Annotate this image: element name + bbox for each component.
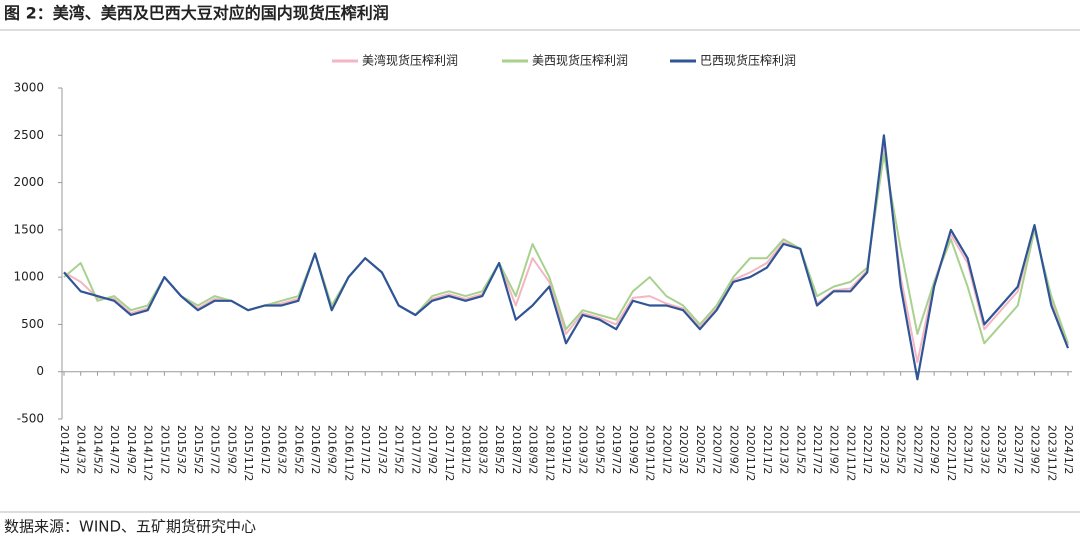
- x-tick-label: 2017/1/2: [359, 425, 372, 474]
- x-tick-label: 2019/5/2: [593, 425, 606, 474]
- x-tick-label: 2015/11/2: [242, 425, 255, 481]
- x-tick-label: 2022/11/2: [945, 425, 958, 481]
- x-tick-label: 2016/5/2: [292, 425, 305, 474]
- y-tick-label: 3000: [13, 81, 44, 95]
- x-tick-label: 2016/9/2: [326, 425, 339, 474]
- x-tick-label: 2021/9/2: [828, 425, 841, 474]
- x-tick-label: 2020/5/2: [694, 425, 707, 474]
- x-tick-label: 2020/11/2: [744, 425, 757, 481]
- x-tick-label: 2020/1/2: [660, 425, 673, 474]
- x-tick-label: 2020/7/2: [711, 425, 724, 474]
- x-tick-label: 2014/5/2: [91, 425, 104, 474]
- x-tick-label: 2014/7/2: [108, 425, 121, 474]
- x-tick-label: 2014/9/2: [125, 425, 138, 474]
- x-tick-label: 2019/3/2: [577, 425, 590, 474]
- x-tick-label: 2018/3/2: [476, 425, 489, 474]
- y-tick-label: 1000: [13, 270, 44, 284]
- series-line: [63, 153, 1069, 345]
- y-tick-label: 1500: [13, 222, 44, 236]
- x-tick-label: 2022/5/2: [895, 425, 908, 474]
- x-tick-label: 2022/7/2: [911, 425, 924, 474]
- x-tick-label: 2016/11/2: [342, 425, 355, 481]
- x-tick-label: 2023/5/2: [995, 425, 1008, 474]
- x-tick-label: 2021/7/2: [811, 425, 824, 474]
- x-tick-label: 2014/11/2: [142, 425, 155, 481]
- legend-label: 巴西现货压榨利润: [700, 53, 796, 68]
- source: 数据来源：WIND、五矿期货研究中心: [4, 518, 256, 536]
- series-line: [63, 134, 1070, 381]
- y-tick-label: 500: [21, 317, 44, 331]
- x-tick-label: 2022/3/2: [878, 425, 891, 474]
- x-tick-label: 2015/3/2: [175, 425, 188, 474]
- x-tick-label: 2022/9/2: [928, 425, 941, 474]
- y-tick-label: 2000: [13, 175, 44, 189]
- y-tick-label: 2500: [13, 128, 44, 142]
- x-tick-label: 2021/5/2: [794, 425, 807, 474]
- legend-label: 美湾现货压榨利润: [362, 53, 458, 68]
- x-tick-label: 2015/9/2: [225, 425, 238, 474]
- x-tick-label: 2019/11/2: [644, 425, 657, 481]
- x-tick-label: 2023/11/2: [1045, 425, 1058, 481]
- legend-label: 美西现货压榨利润: [532, 53, 628, 68]
- x-tick-label: 2017/7/2: [409, 425, 422, 474]
- x-tick-label: 2019/1/2: [560, 425, 573, 474]
- x-tick-label: 2018/1/2: [460, 425, 473, 474]
- x-tick-label: 2016/7/2: [309, 425, 322, 474]
- x-tick-label: 2023/7/2: [1012, 425, 1025, 474]
- x-tick-label: 2023/3/2: [978, 425, 991, 474]
- x-tick-label: 2020/9/2: [727, 425, 740, 474]
- x-tick-label: 2017/9/2: [426, 425, 439, 474]
- y-tick-label: -500: [17, 412, 44, 426]
- x-tick-label: 2020/3/2: [677, 425, 690, 474]
- x-tick-label: 2015/5/2: [192, 425, 205, 474]
- x-tick-label: 2023/1/2: [962, 425, 975, 474]
- x-tick-label: 2018/5/2: [493, 425, 506, 474]
- x-tick-label: 2021/3/2: [778, 425, 791, 474]
- x-tick-label: 2023/9/2: [1029, 425, 1042, 474]
- x-tick-label: 2024/1/2: [1062, 425, 1075, 474]
- x-tick-label: 2015/1/2: [158, 425, 171, 474]
- x-tick-label: 2014/3/2: [75, 425, 88, 474]
- x-tick-label: 2021/11/2: [844, 425, 857, 481]
- x-tick-label: 2016/1/2: [259, 425, 272, 474]
- x-tick-label: 2019/9/2: [627, 425, 640, 474]
- x-tick-label: 2018/11/2: [543, 425, 556, 481]
- x-tick-label: 2017/3/2: [376, 425, 389, 474]
- x-tick-label: 2016/3/2: [276, 425, 289, 474]
- x-tick-label: 2017/5/2: [393, 425, 406, 474]
- x-tick-label: 2019/7/2: [610, 425, 623, 474]
- chart-title: 图 2：美湾、美西及巴西大豆对应的国内现货压榨利润: [4, 4, 389, 23]
- x-tick-label: 2022/1/2: [861, 425, 874, 474]
- x-tick-label: 2021/1/2: [761, 425, 774, 474]
- x-tick-label: 2015/7/2: [209, 425, 222, 474]
- y-tick-label: 0: [36, 364, 44, 378]
- x-tick-label: 2018/7/2: [510, 425, 523, 474]
- x-tick-label: 2014/1/2: [58, 425, 71, 474]
- x-tick-label: 2018/9/2: [527, 425, 540, 474]
- x-tick-label: 2017/11/2: [443, 425, 456, 481]
